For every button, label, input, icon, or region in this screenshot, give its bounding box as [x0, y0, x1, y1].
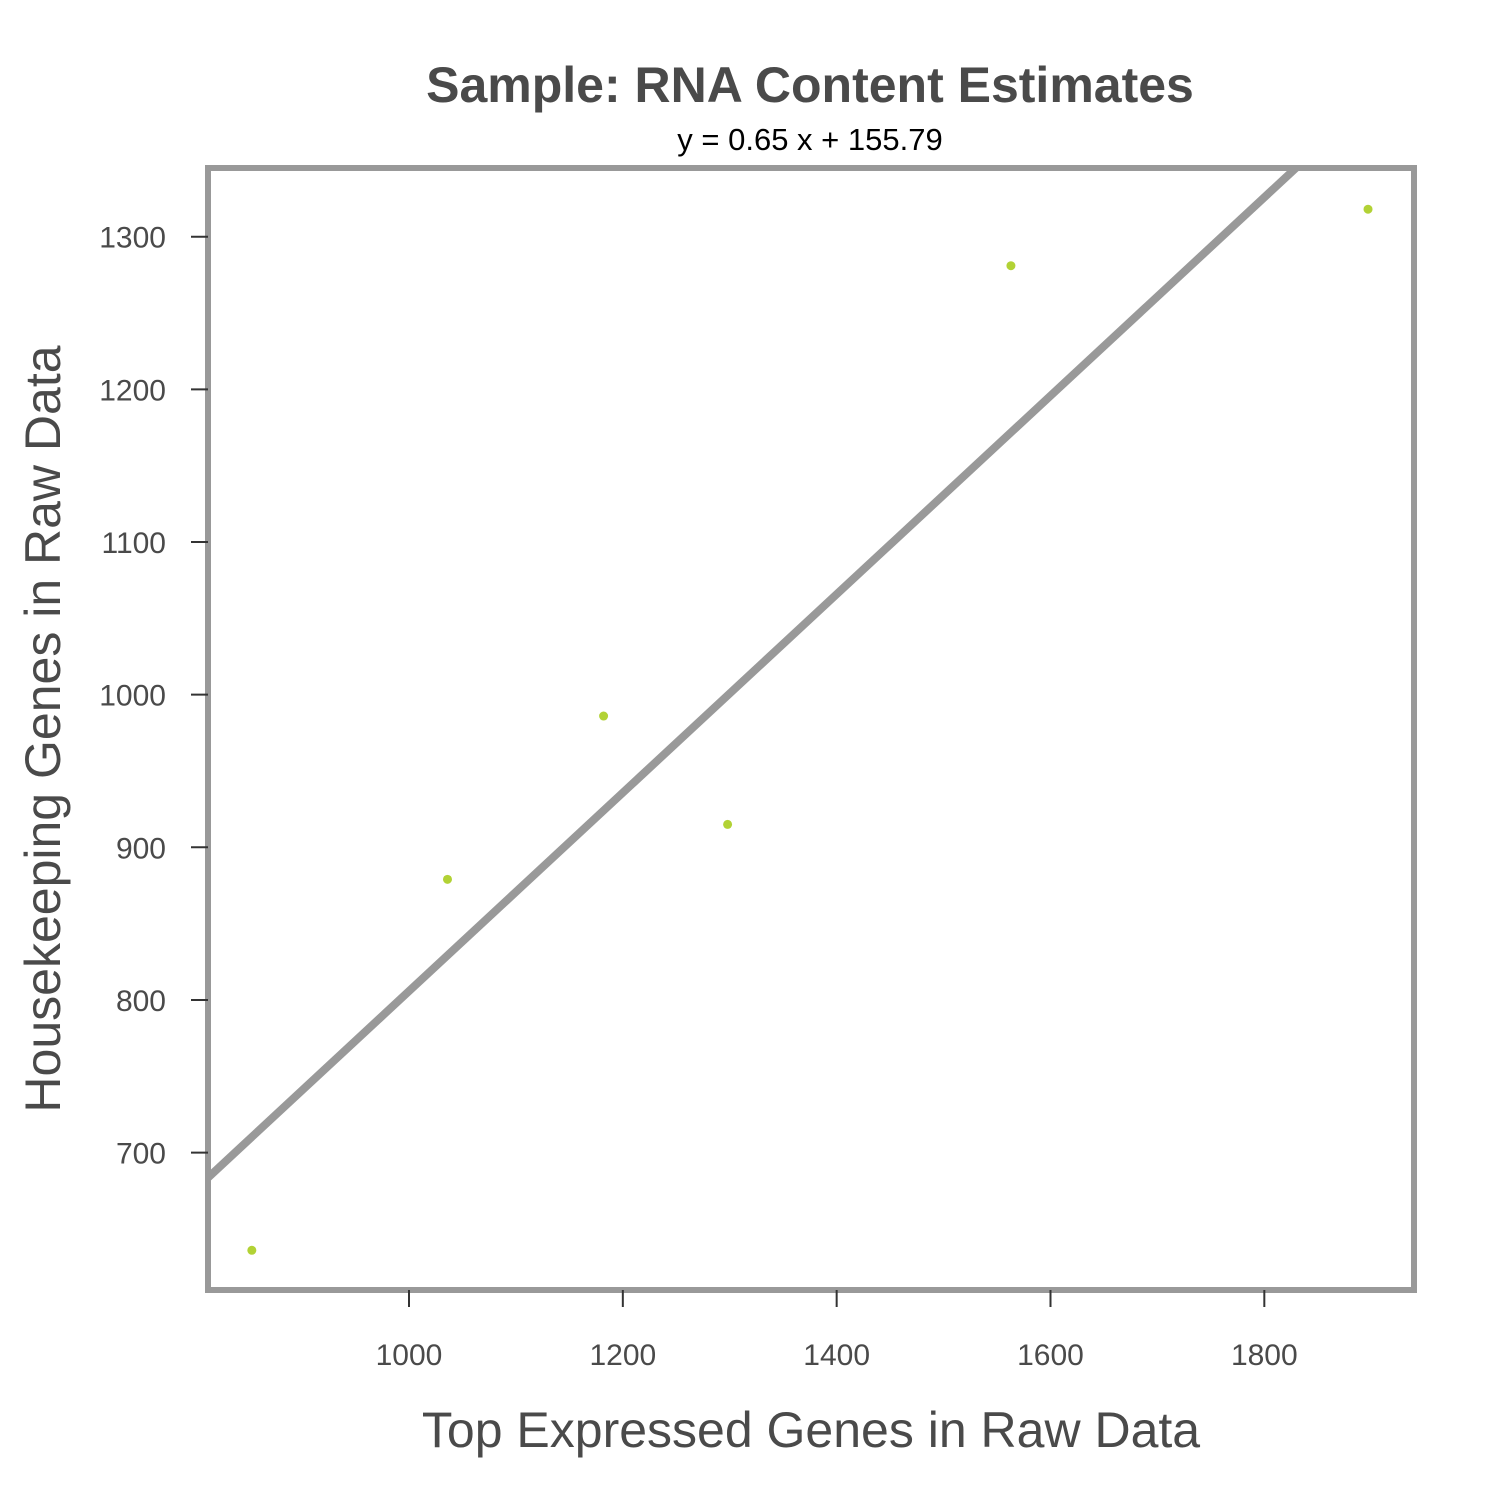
y-axis-label: Housekeeping Genes in Raw Data — [15, 345, 71, 1112]
y-tick-label: 800 — [116, 985, 166, 1018]
x-tick-label: 1600 — [1017, 1339, 1084, 1372]
x-axis-label: Top Expressed Genes in Raw Data — [422, 1402, 1200, 1458]
y-tick-label: 1300 — [99, 222, 166, 255]
data-point — [723, 819, 733, 829]
y-tick-label: 1200 — [99, 374, 166, 407]
data-point — [599, 711, 609, 721]
data-point — [1006, 261, 1016, 271]
y-tick-label: 900 — [116, 832, 166, 865]
regression-line — [208, 168, 1302, 1181]
chart-subtitle: y = 0.65 x + 155.79 — [677, 122, 942, 157]
data-point — [442, 874, 452, 884]
data-point — [1363, 204, 1373, 214]
x-tick-label: 1800 — [1231, 1339, 1298, 1372]
y-tick-label: 1000 — [99, 680, 166, 713]
x-tick-label: 1200 — [589, 1339, 656, 1372]
y-tick-label: 1100 — [101, 527, 166, 560]
x-tick-label: 1400 — [803, 1339, 870, 1372]
plot-frame — [205, 165, 1417, 1293]
y-tick-label: 700 — [116, 1138, 166, 1171]
x-tick-label: 1000 — [376, 1339, 443, 1372]
chart-title: Sample: RNA Content Estimates — [426, 57, 1194, 113]
data-point — [247, 1245, 257, 1255]
